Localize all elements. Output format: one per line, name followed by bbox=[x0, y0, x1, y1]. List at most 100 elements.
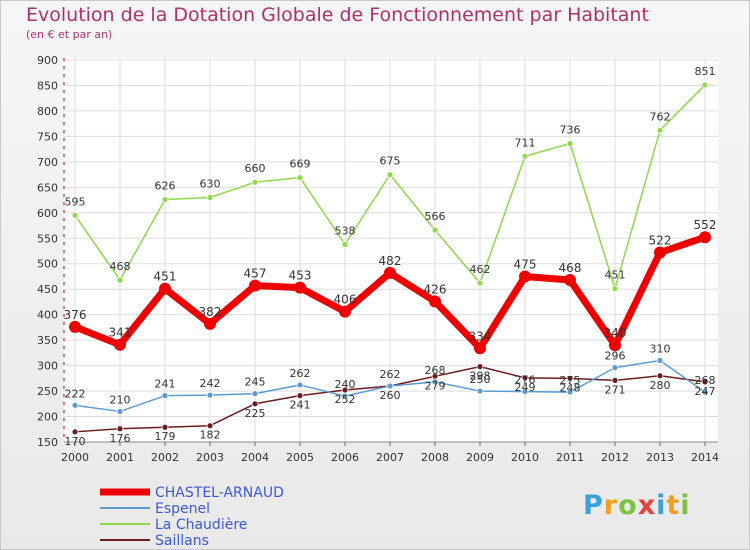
data-label: 595 bbox=[65, 195, 86, 208]
data-label: 179 bbox=[155, 430, 176, 443]
data-label: 426 bbox=[424, 282, 447, 296]
data-point bbox=[206, 391, 214, 399]
data-label: 451 bbox=[154, 270, 177, 284]
data-label: 475 bbox=[514, 257, 537, 271]
data-label: 241 bbox=[290, 399, 311, 412]
chart-title: Evolution de la Dotation Globale de Fonc… bbox=[26, 4, 649, 26]
data-point bbox=[116, 425, 124, 433]
y-tick-label: 750 bbox=[37, 130, 58, 143]
data-label: 660 bbox=[245, 162, 266, 175]
data-label: 552 bbox=[694, 218, 717, 232]
data-point bbox=[251, 400, 259, 408]
data-point bbox=[431, 378, 439, 386]
y-tick-label: 850 bbox=[37, 79, 58, 92]
data-point bbox=[161, 423, 169, 431]
y-tick-label: 800 bbox=[37, 105, 58, 118]
data-label: 225 bbox=[245, 407, 266, 420]
y-tick-label: 700 bbox=[37, 156, 58, 169]
data-point bbox=[114, 338, 126, 351]
data-point bbox=[474, 342, 486, 355]
data-label: 669 bbox=[290, 158, 311, 171]
data-label: 170 bbox=[65, 435, 86, 448]
logo-letter: x bbox=[637, 490, 657, 521]
data-label: 271 bbox=[605, 383, 626, 396]
logo-letter: i bbox=[680, 490, 691, 521]
data-point bbox=[566, 140, 574, 147]
data-label: 268 bbox=[425, 364, 446, 377]
data-point bbox=[116, 276, 124, 284]
data-point bbox=[204, 317, 216, 330]
data-label: 626 bbox=[155, 180, 176, 193]
x-tick-label: 2005 bbox=[286, 451, 314, 464]
plot-area bbox=[64, 58, 718, 442]
data-point bbox=[296, 174, 304, 182]
data-point bbox=[566, 388, 574, 396]
data-point bbox=[249, 279, 261, 292]
data-point bbox=[521, 152, 529, 160]
data-label: 298 bbox=[470, 370, 491, 383]
data-label: 262 bbox=[290, 367, 311, 380]
data-label: 630 bbox=[200, 178, 221, 191]
data-point bbox=[429, 295, 441, 308]
data-point bbox=[701, 81, 709, 89]
data-point bbox=[476, 363, 484, 371]
data-label: 468 bbox=[110, 260, 131, 273]
data-point bbox=[341, 240, 349, 248]
data-label: 406 bbox=[334, 293, 357, 307]
data-label: 252 bbox=[335, 393, 356, 406]
data-point bbox=[521, 388, 529, 395]
data-label: 275 bbox=[560, 374, 581, 387]
data-label: 310 bbox=[650, 343, 671, 356]
data-point bbox=[519, 270, 531, 283]
legend-label: CHASTEL-ARNAUD bbox=[155, 485, 284, 501]
data-point bbox=[699, 231, 711, 244]
x-tick-label: 2012 bbox=[601, 451, 629, 464]
legend-label: Espenel bbox=[155, 501, 210, 517]
data-point bbox=[386, 171, 394, 179]
data-point bbox=[384, 266, 396, 279]
data-label: 262 bbox=[380, 368, 401, 381]
data-label: 241 bbox=[155, 378, 176, 391]
data-point bbox=[521, 374, 529, 382]
logo-letter: r bbox=[603, 490, 619, 521]
logo-letter: o bbox=[618, 490, 638, 521]
data-point bbox=[476, 387, 484, 395]
x-tick-label: 2002 bbox=[151, 451, 179, 464]
data-label: 340 bbox=[604, 326, 627, 340]
x-tick-label: 2014 bbox=[691, 451, 719, 464]
data-point bbox=[296, 381, 304, 389]
data-point bbox=[116, 408, 124, 415]
data-point bbox=[656, 372, 664, 380]
x-tick-label: 2008 bbox=[421, 451, 449, 464]
data-point bbox=[159, 282, 171, 295]
data-label: 245 bbox=[245, 376, 266, 389]
data-point bbox=[71, 428, 79, 436]
data-label: 341 bbox=[109, 326, 132, 340]
proxiti-logo: Proxiti bbox=[583, 490, 691, 521]
data-point bbox=[339, 305, 351, 318]
y-tick-label: 900 bbox=[37, 54, 58, 67]
data-label: 210 bbox=[110, 393, 131, 406]
data-point bbox=[69, 320, 81, 333]
x-tick-label: 2007 bbox=[376, 451, 404, 464]
y-tick-label: 500 bbox=[37, 258, 58, 271]
data-label: 222 bbox=[65, 387, 86, 400]
data-label: 249 bbox=[515, 381, 536, 394]
data-point bbox=[296, 392, 304, 400]
data-point bbox=[341, 392, 349, 400]
data-point bbox=[701, 388, 709, 396]
data-point bbox=[611, 376, 619, 384]
data-point bbox=[431, 226, 439, 234]
data-point bbox=[701, 378, 709, 386]
data-label: 280 bbox=[650, 379, 671, 392]
data-point bbox=[566, 374, 574, 382]
data-label: 240 bbox=[335, 378, 356, 391]
data-label: 376 bbox=[64, 308, 87, 322]
data-label: 457 bbox=[244, 267, 267, 281]
logo-letter: P bbox=[583, 490, 604, 521]
data-label: 176 bbox=[110, 432, 131, 445]
data-point bbox=[564, 274, 576, 287]
data-point bbox=[206, 194, 214, 201]
data-point bbox=[161, 196, 169, 203]
